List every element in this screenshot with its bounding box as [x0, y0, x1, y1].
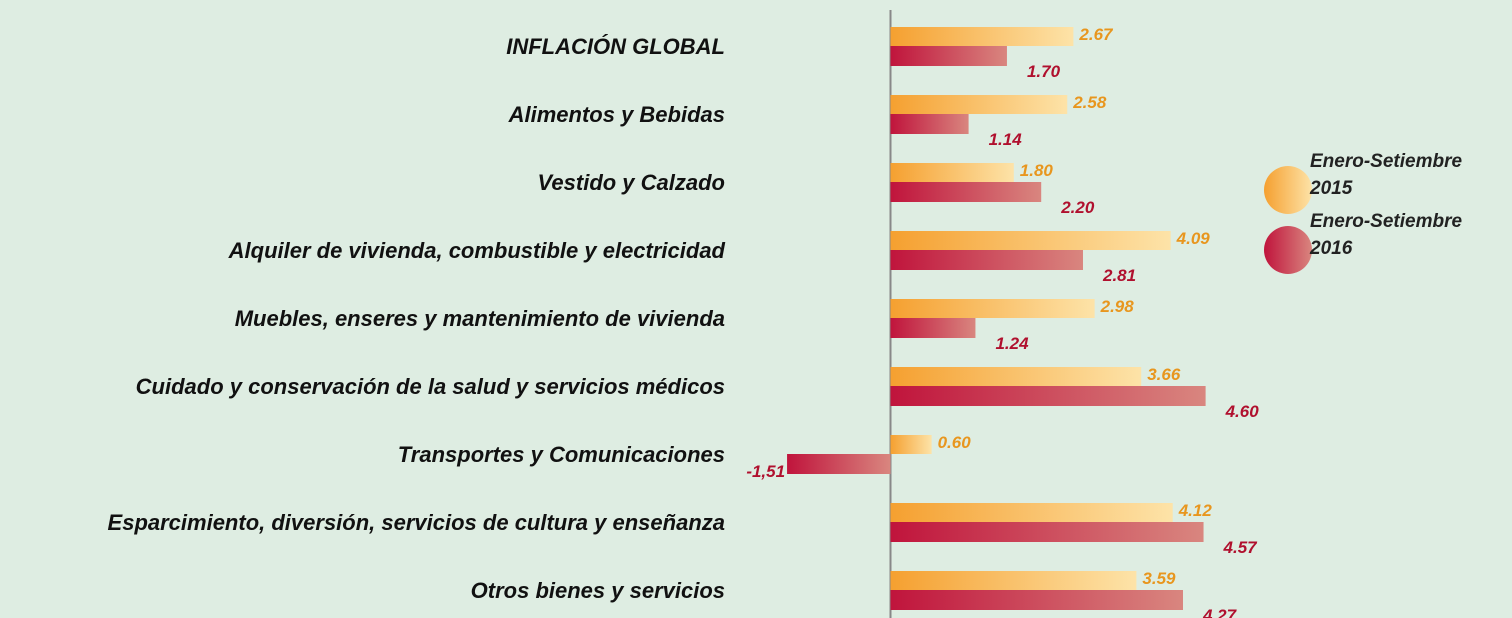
value-label: 2.58 [1072, 93, 1107, 112]
value-label: 4.12 [1178, 501, 1213, 520]
bar [890, 571, 1137, 590]
bar [890, 367, 1142, 386]
value-label: 2.67 [1078, 25, 1114, 44]
value-label: 2.20 [1060, 198, 1095, 217]
bar [890, 27, 1074, 46]
bar [890, 318, 976, 338]
value-label: 4.09 [1176, 229, 1211, 248]
value-label: 1.24 [995, 334, 1029, 353]
category-label: Alimentos y Bebidas [508, 102, 725, 127]
value-label: 1.80 [1020, 161, 1054, 180]
bar [890, 231, 1171, 250]
value-label: 0.60 [938, 433, 972, 452]
category-label: Cuidado y conservación de la salud y ser… [136, 374, 725, 399]
bar [890, 435, 932, 454]
bar [890, 46, 1007, 66]
value-label: 4.60 [1225, 402, 1260, 421]
bar [890, 95, 1068, 114]
value-label: 1.70 [1027, 62, 1061, 81]
value-label: 3.59 [1142, 569, 1176, 588]
value-label: 1.14 [989, 130, 1023, 149]
legend-swatch [1264, 226, 1312, 274]
bar [787, 454, 891, 474]
bar [890, 114, 969, 134]
value-label: 4.57 [1223, 538, 1259, 557]
bar [890, 522, 1204, 542]
category-label: Muebles, enseres y mantenimiento de vivi… [235, 306, 725, 331]
bar [890, 590, 1183, 610]
category-label: Vestido y Calzado [538, 170, 725, 195]
category-label: Esparcimiento, diversión, servicios de c… [108, 510, 725, 535]
value-label: 3.66 [1147, 365, 1181, 384]
category-label: Transportes y Comunicaciones [398, 442, 725, 467]
value-label: 2.98 [1100, 297, 1135, 316]
bar [890, 182, 1042, 202]
legend-label: Enero-Setiembre 2015 [1310, 151, 1463, 199]
value-label: -1,51 [746, 462, 785, 481]
bar [890, 250, 1083, 270]
bar [890, 386, 1206, 406]
category-label: INFLACIÓN GLOBAL [506, 34, 725, 59]
category-label: Otros bienes y servicios [471, 578, 725, 603]
bar [890, 163, 1014, 182]
bar [890, 299, 1095, 318]
value-label: 4.27 [1202, 606, 1238, 618]
category-label: Alquiler de vivienda, combustible y elec… [228, 238, 726, 263]
bar [890, 503, 1173, 522]
legend-swatch [1264, 166, 1312, 214]
value-label: 2.81 [1102, 266, 1136, 285]
legend-label: Enero-Setiembre 2016 [1310, 211, 1463, 259]
